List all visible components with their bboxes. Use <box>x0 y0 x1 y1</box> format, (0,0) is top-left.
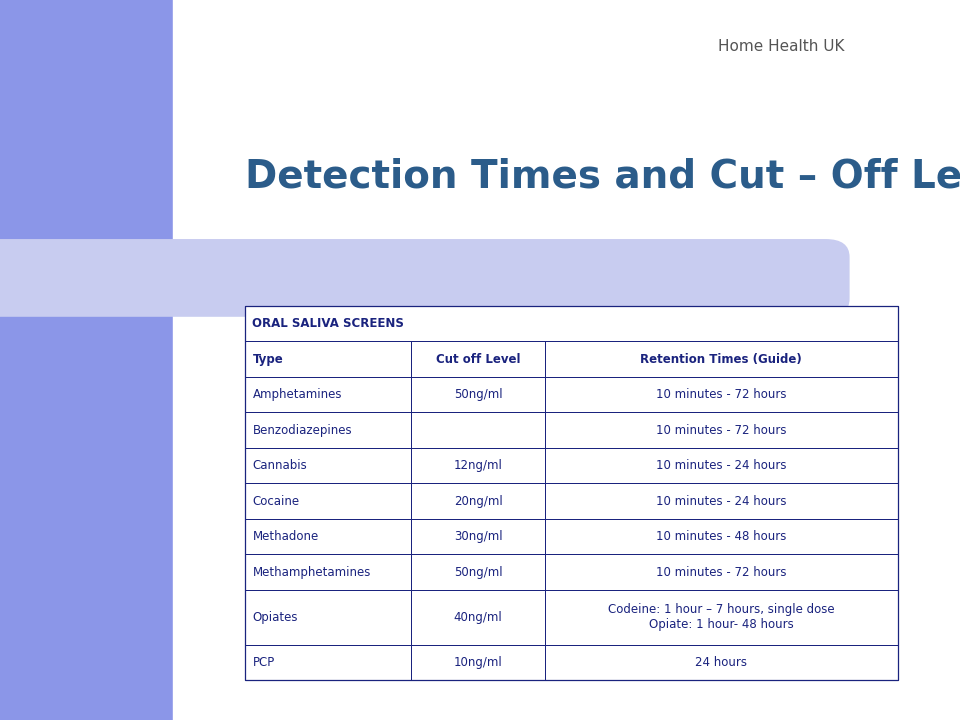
Circle shape <box>670 28 703 69</box>
Text: Benzodiazepines: Benzodiazepines <box>252 423 352 437</box>
Text: Methadone: Methadone <box>252 530 319 543</box>
Text: 10 minutes - 48 hours: 10 minutes - 48 hours <box>656 530 786 543</box>
Text: Codeine: 1 hour – 7 hours, single dose
Opiate: 1 hour- 48 hours: Codeine: 1 hour – 7 hours, single dose O… <box>608 603 834 631</box>
Text: 10ng/ml: 10ng/ml <box>454 656 502 669</box>
Circle shape <box>667 24 706 73</box>
Text: PCP: PCP <box>252 656 275 669</box>
Text: ORAL SALIVA SCREENS: ORAL SALIVA SCREENS <box>252 318 404 330</box>
Text: 10 minutes - 24 hours: 10 minutes - 24 hours <box>656 495 786 508</box>
Text: 12ng/ml: 12ng/ml <box>454 459 503 472</box>
Text: Detection Times and Cut – Off Levels: Detection Times and Cut – Off Levels <box>245 158 960 195</box>
Text: 20ng/ml: 20ng/ml <box>454 495 502 508</box>
Text: 10 minutes - 24 hours: 10 minutes - 24 hours <box>656 459 786 472</box>
Text: 50ng/ml: 50ng/ml <box>454 566 502 579</box>
Text: Cocaine: Cocaine <box>252 495 300 508</box>
Text: 24 hours: 24 hours <box>695 656 747 669</box>
Text: Methamphetamines: Methamphetamines <box>252 566 371 579</box>
Text: 50ng/ml: 50ng/ml <box>454 388 502 401</box>
Text: 10 minutes - 72 hours: 10 minutes - 72 hours <box>656 423 786 437</box>
Text: 30ng/ml: 30ng/ml <box>454 530 502 543</box>
Text: Retention Times (Guide): Retention Times (Guide) <box>640 353 803 366</box>
Text: Cannabis: Cannabis <box>252 459 307 472</box>
Text: Amphetamines: Amphetamines <box>252 388 342 401</box>
Text: Home Health UK: Home Health UK <box>718 40 845 54</box>
Text: 40ng/ml: 40ng/ml <box>454 611 502 624</box>
Text: Cut off Level: Cut off Level <box>436 353 520 366</box>
Text: 10 minutes - 72 hours: 10 minutes - 72 hours <box>656 388 786 401</box>
Text: Opiates: Opiates <box>252 611 298 624</box>
Text: 10 minutes - 72 hours: 10 minutes - 72 hours <box>656 566 786 579</box>
Text: Type: Type <box>252 353 283 366</box>
